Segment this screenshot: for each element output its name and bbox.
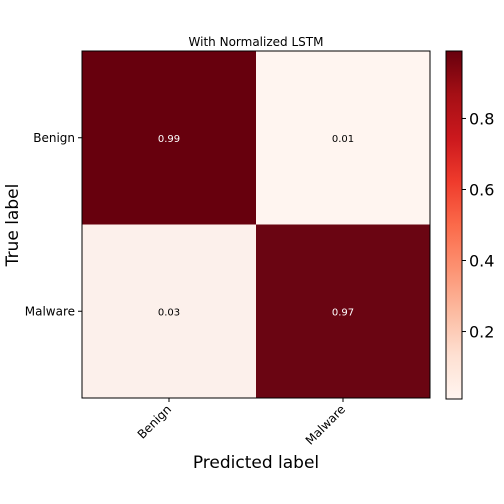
colorbar-tick-label: 0.4 bbox=[469, 252, 494, 271]
cell-value-label: 0.03 bbox=[158, 307, 180, 318]
colorbar-tick-label: 0.6 bbox=[469, 180, 494, 199]
heatmap-cell-labels: 0.99 0.01 0.03 0.97 bbox=[158, 134, 354, 319]
y-tick-label: Malware bbox=[25, 304, 75, 318]
chart-title: With Normalized LSTM bbox=[189, 35, 324, 49]
x-axis-ticks: Benign Malware bbox=[135, 398, 348, 448]
heatmap-cell bbox=[256, 224, 430, 398]
x-tick-label: Benign bbox=[135, 402, 174, 441]
heatmap-cells bbox=[82, 51, 430, 398]
colorbar-tick-label: 0.2 bbox=[469, 323, 494, 342]
heatmap-cell bbox=[82, 224, 256, 398]
cell-value-label: 0.01 bbox=[332, 134, 354, 145]
x-tick-label: Malware bbox=[303, 402, 348, 447]
colorbar-ticks: 0.2 0.4 0.6 0.8 bbox=[462, 109, 494, 342]
x-axis-label: Predicted label bbox=[193, 453, 319, 473]
heatmap-cell bbox=[256, 51, 430, 225]
colorbar-tick-label: 0.8 bbox=[469, 109, 494, 128]
y-tick-label: Benign bbox=[33, 131, 75, 145]
cell-value-label: 0.97 bbox=[332, 307, 354, 318]
y-axis-ticks: Benign Malware bbox=[25, 131, 82, 318]
colorbar bbox=[445, 50, 463, 400]
cell-value-label: 0.99 bbox=[158, 134, 180, 145]
plot-frame bbox=[81, 50, 431, 399]
heatmap-cell bbox=[82, 51, 256, 225]
y-axis-label: True label bbox=[3, 184, 23, 268]
